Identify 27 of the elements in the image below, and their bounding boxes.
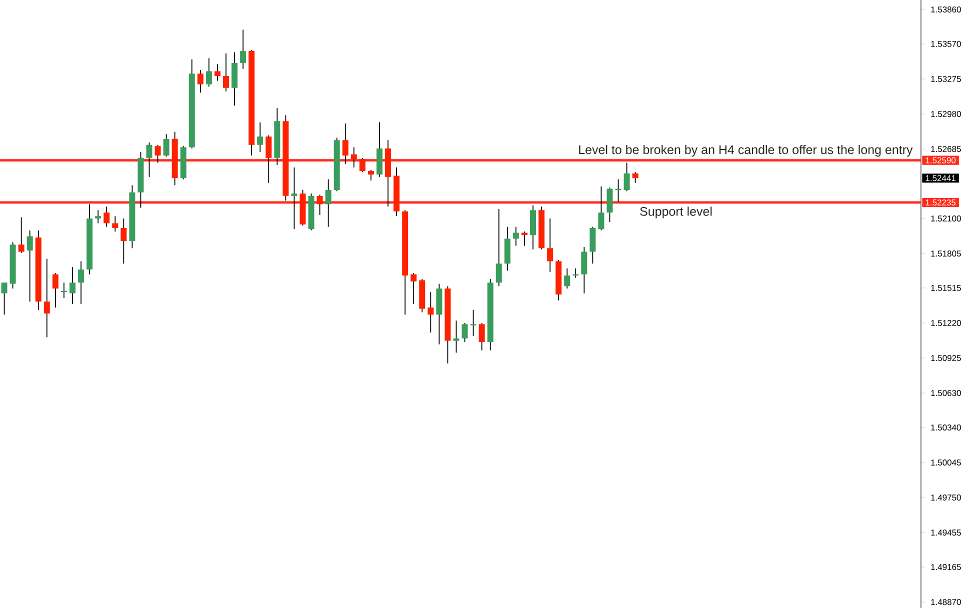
annotation: Support level (640, 206, 712, 218)
y-tick-label: 1.49750 (931, 494, 961, 501)
candlestick (291, 166, 298, 230)
y-tick-label: 1.52685 (931, 146, 961, 152)
y-tick-label: 1.50630 (931, 390, 961, 396)
candlestick (521, 231, 528, 246)
y-tick-label: 1.51805 (931, 250, 961, 257)
ref-line-label: 1.52235 (926, 199, 956, 206)
y-tick-label: 1.49455 (931, 530, 961, 536)
y-tick-label: 1.51515 (931, 284, 961, 291)
ref-line-label: 1.52590 (926, 157, 956, 164)
y-tick-label: 1.50340 (931, 424, 961, 430)
candlestick (453, 320, 460, 354)
candlestick (470, 309, 476, 336)
y-tick-label: 1.53860 (931, 6, 961, 12)
annotation: Level to be broken by an H4 candle to offer us the long entry (579, 144, 913, 157)
y-tick-label: 1.52100 (931, 215, 961, 222)
y-tick-label: 1.53275 (931, 76, 961, 82)
y-tick-label: 1.49165 (931, 564, 961, 570)
y-tick-label: 1.52980 (931, 110, 961, 117)
candlestick (95, 210, 102, 224)
y-tick-label: 1.50045 (931, 460, 961, 466)
text: 1.52441 (926, 175, 956, 182)
y-tick-label: 1.50925 (931, 355, 961, 362)
y-tick-label: 1.51220 (931, 320, 961, 326)
y-tick-label: 1.53570 (931, 40, 961, 47)
y-tick-label: 1.48870 (931, 599, 961, 606)
